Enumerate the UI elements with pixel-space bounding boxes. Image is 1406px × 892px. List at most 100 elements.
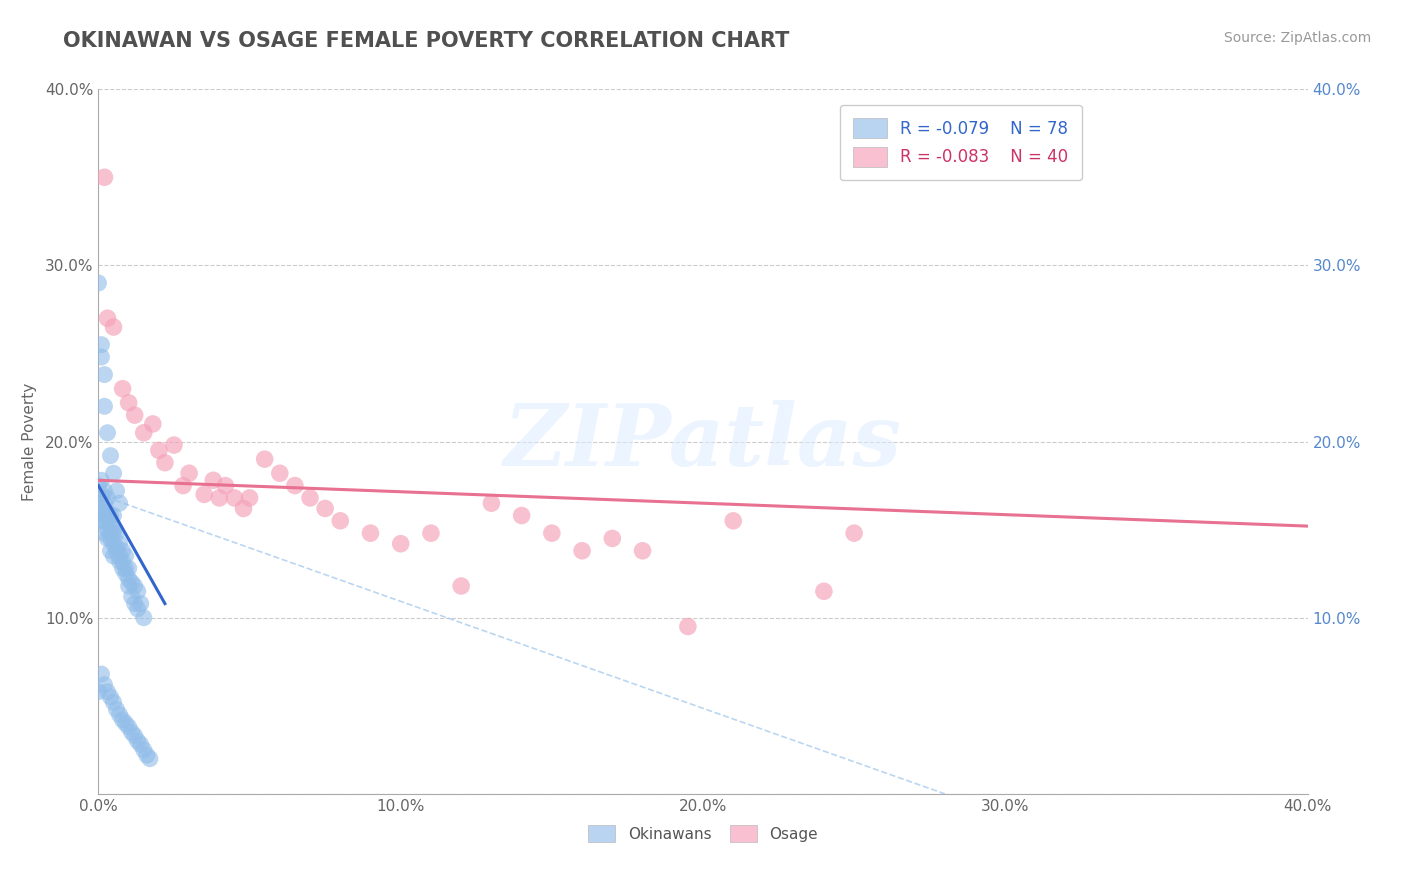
Point [103, 695, 125, 709]
Point [602, 532, 624, 546]
Point [360, 526, 382, 541]
Point [90, 473, 112, 487]
Point [118, 720, 141, 734]
Point [114, 566, 136, 581]
Point [450, 579, 472, 593]
Point [111, 543, 134, 558]
Point [118, 579, 141, 593]
Point [87, 684, 110, 698]
Point [100, 543, 122, 558]
Point [96, 491, 118, 505]
Text: ZIPatlas: ZIPatlas [503, 400, 903, 483]
Point [193, 487, 215, 501]
Point [314, 501, 336, 516]
Point [96, 523, 118, 537]
Point [127, 584, 149, 599]
Point [90, 501, 112, 516]
Text: OKINAWAN VS OSAGE FEMALE POVERTY CORRELATION CHART: OKINAWAN VS OSAGE FEMALE POVERTY CORRELA… [63, 31, 790, 51]
Point [163, 438, 186, 452]
Point [103, 467, 125, 481]
Point [111, 561, 134, 575]
Point [103, 508, 125, 523]
Point [103, 526, 125, 541]
Point [100, 690, 122, 704]
Point [481, 496, 503, 510]
Point [284, 478, 307, 492]
Point [96, 532, 118, 546]
Point [100, 508, 122, 523]
Point [121, 575, 143, 590]
Point [111, 713, 134, 727]
Point [813, 584, 835, 599]
Point [389, 537, 412, 551]
Point [129, 738, 152, 752]
Point [239, 491, 262, 505]
Point [96, 684, 118, 698]
Point [93, 368, 115, 382]
Point [202, 473, 225, 487]
Point [108, 549, 131, 563]
Point [232, 501, 254, 516]
Point [103, 320, 125, 334]
Point [108, 496, 131, 510]
Point [139, 751, 162, 765]
Point [93, 399, 115, 413]
Text: Source: ZipAtlas.com: Source: ZipAtlas.com [1223, 31, 1371, 45]
Point [90, 667, 112, 681]
Point [253, 452, 276, 467]
Point [299, 491, 322, 505]
Point [87, 505, 110, 519]
Point [121, 590, 143, 604]
Point [108, 707, 131, 722]
Point [114, 549, 136, 563]
Point [90, 337, 112, 351]
Point [103, 549, 125, 563]
Point [103, 523, 125, 537]
Point [129, 597, 152, 611]
Point [93, 526, 115, 541]
Point [100, 526, 122, 541]
Point [571, 543, 593, 558]
Point [540, 526, 562, 541]
Point [105, 540, 128, 554]
Point [93, 170, 115, 185]
Point [96, 311, 118, 326]
Point [631, 543, 654, 558]
Point [105, 526, 128, 541]
Point [90, 350, 112, 364]
Point [114, 561, 136, 575]
Point [111, 382, 134, 396]
Point [179, 467, 201, 481]
Point [420, 526, 443, 541]
Point [844, 526, 866, 541]
Point [127, 734, 149, 748]
Point [105, 543, 128, 558]
Y-axis label: Female Poverty: Female Poverty [21, 383, 37, 500]
Point [118, 561, 141, 575]
Point [93, 678, 115, 692]
Point [153, 456, 176, 470]
Point [723, 514, 745, 528]
Point [96, 425, 118, 440]
Point [172, 478, 194, 492]
Point [100, 532, 122, 546]
Point [132, 610, 155, 624]
Point [124, 579, 146, 593]
Point [105, 702, 128, 716]
Point [114, 716, 136, 731]
Point [100, 449, 122, 463]
Point [108, 554, 131, 568]
Point [103, 537, 125, 551]
Point [676, 619, 699, 633]
Point [105, 483, 128, 498]
Point [108, 537, 131, 551]
Point [93, 496, 115, 510]
Legend: Okinawans, Osage: Okinawans, Osage [581, 818, 825, 850]
Point [124, 729, 146, 743]
Point [90, 491, 112, 505]
Point [132, 425, 155, 440]
Point [132, 743, 155, 757]
Point [208, 491, 231, 505]
Point [96, 514, 118, 528]
Point [93, 514, 115, 528]
